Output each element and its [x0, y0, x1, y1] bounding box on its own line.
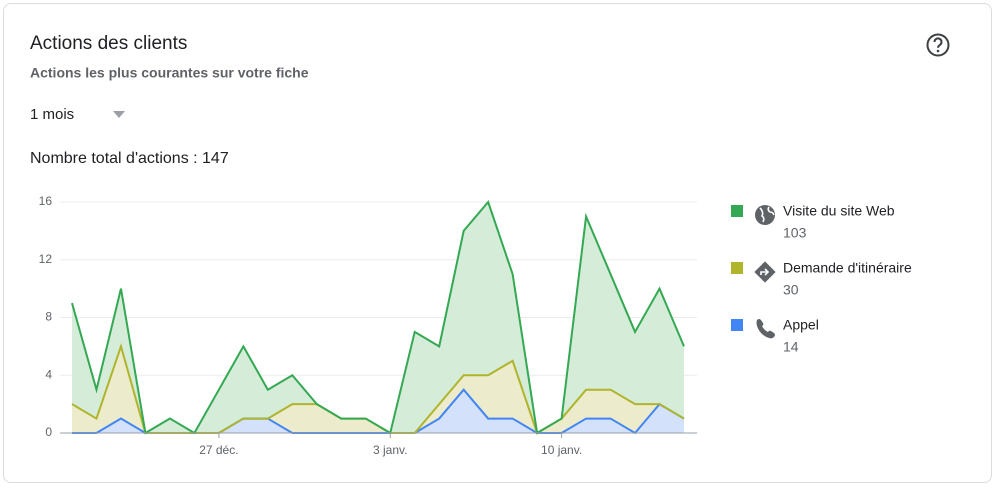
x-tick-label: 10 janv. [541, 443, 582, 457]
y-tick-label: 8 [45, 310, 52, 324]
y-tick-label: 4 [45, 367, 52, 381]
legend-label: Appel [783, 317, 819, 333]
card [3, 3, 992, 483]
globe-icon [755, 205, 775, 225]
area-fill [72, 389, 684, 433]
legend-total: 30 [783, 282, 799, 298]
legend-label: Visite du site Web [783, 203, 895, 219]
x-tick-label: 27 déc. [199, 443, 238, 457]
area-fill [72, 346, 684, 433]
y-tick-label: 16 [39, 194, 53, 208]
legend-swatch [731, 205, 743, 217]
dropdown-arrow[interactable] [113, 111, 125, 118]
legend-label: Demande d'itinéraire [783, 260, 912, 276]
y-tick-label: 12 [39, 252, 53, 266]
legend-swatch [731, 319, 743, 331]
total-actions: Nombre total d'actions : 147 [30, 150, 229, 167]
legend-total: 103 [783, 225, 807, 241]
legend-swatch [731, 262, 743, 274]
help-icon[interactable] [926, 33, 950, 57]
y-tick-label: 0 [45, 425, 52, 439]
period-select[interactable]: 1 mois [30, 106, 74, 123]
legend-total: 14 [783, 339, 799, 355]
directions-icon [754, 261, 776, 283]
subtitle: Actions les plus courantes sur votre fic… [30, 65, 309, 81]
x-tick-label: 3 janv. [373, 443, 407, 457]
phone-icon [756, 319, 775, 339]
series-line [71, 200, 685, 435]
legend-icons [754, 205, 776, 339]
title: Actions des clients [30, 33, 187, 54]
